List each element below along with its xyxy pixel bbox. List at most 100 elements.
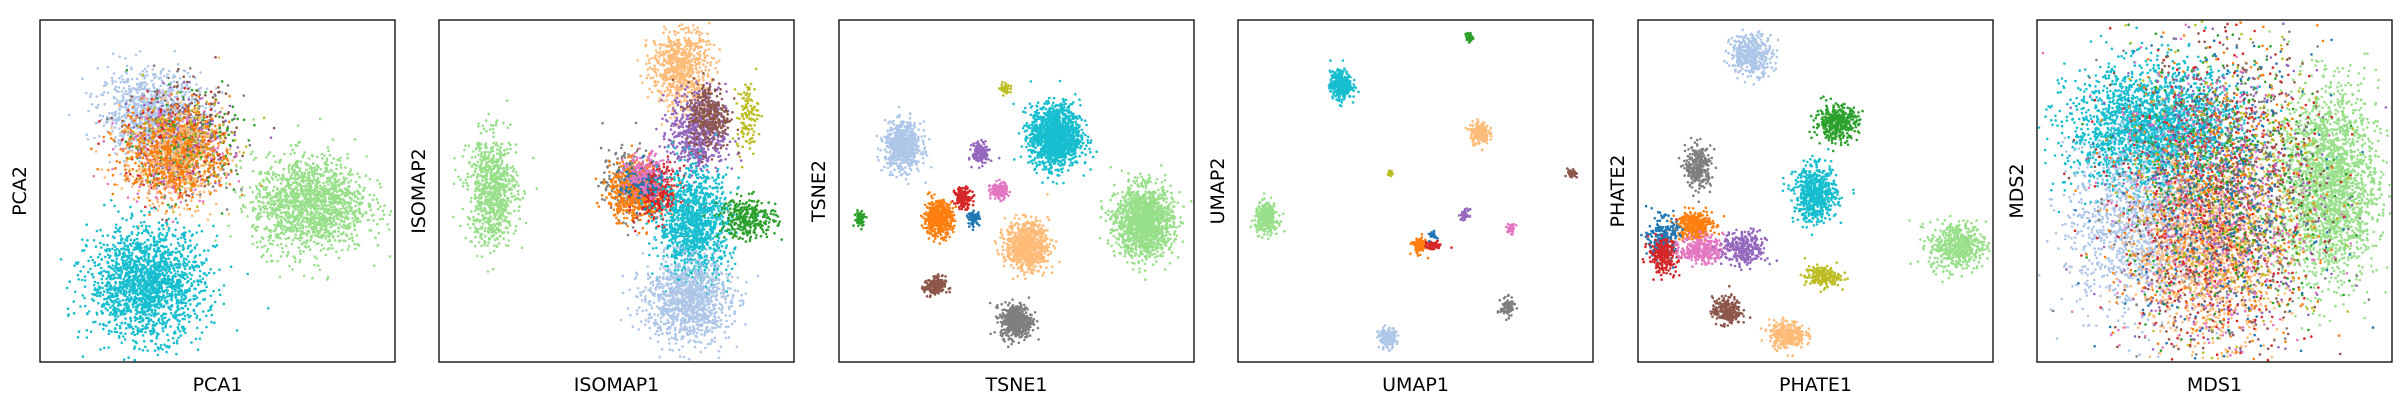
data-point (116, 118, 120, 121)
data-point (306, 210, 310, 214)
data-point (279, 218, 283, 221)
data-point (178, 181, 182, 185)
data-point (196, 205, 199, 208)
data-point (154, 113, 158, 116)
data-point (95, 95, 99, 98)
data-point (208, 115, 212, 118)
data-point (194, 93, 198, 97)
data-point (194, 116, 198, 120)
data-point (166, 142, 169, 145)
data-point (313, 263, 316, 267)
data-point (268, 193, 272, 197)
data-point (138, 167, 141, 171)
data-point (287, 195, 291, 198)
data-point (134, 325, 137, 328)
data-point (183, 129, 186, 132)
data-point (225, 186, 228, 189)
data-point (119, 131, 122, 134)
data-point (190, 165, 194, 168)
data-point (160, 148, 164, 152)
data-point (326, 163, 329, 167)
data-point (131, 145, 134, 148)
data-point (302, 250, 305, 253)
data-point (221, 91, 224, 94)
data-point (376, 222, 379, 226)
data-point (224, 92, 228, 95)
data-point (208, 192, 212, 196)
data-point (178, 150, 181, 153)
data-point (166, 108, 169, 112)
data-point (325, 157, 329, 161)
data-point (316, 234, 319, 238)
data-point (379, 218, 382, 221)
data-point (233, 139, 237, 142)
data-point (306, 171, 310, 174)
data-point (247, 139, 251, 142)
data-point (160, 97, 163, 101)
data-point (310, 217, 314, 221)
data-point (169, 325, 172, 328)
data-point (142, 183, 145, 187)
data-point (332, 224, 335, 227)
data-point (205, 125, 208, 128)
data-point (198, 199, 201, 203)
data-point (155, 284, 158, 287)
data-point (220, 106, 224, 110)
data-point (183, 69, 187, 73)
data-point (106, 309, 109, 312)
data-point (162, 129, 166, 133)
data-point (244, 206, 247, 209)
data-point (348, 170, 352, 174)
data-point (170, 299, 174, 302)
data-point (244, 145, 248, 148)
data-point (322, 221, 326, 225)
data-point (135, 108, 139, 112)
data-point (155, 159, 159, 163)
data-point (234, 190, 237, 194)
data-point (259, 208, 263, 212)
data-point (131, 175, 135, 178)
data-point (209, 157, 213, 160)
data-point (339, 232, 343, 236)
data-point (258, 189, 262, 192)
data-point (191, 195, 194, 199)
data-point (176, 128, 180, 131)
data-point (376, 207, 380, 211)
data-point (168, 83, 171, 86)
data-point (139, 176, 143, 179)
data-point (92, 174, 95, 178)
data-point (274, 233, 278, 236)
data-point (264, 204, 268, 208)
data-point (107, 168, 110, 172)
data-point (121, 149, 125, 153)
data-point (155, 93, 159, 96)
data-point (203, 110, 206, 113)
data-point (143, 77, 146, 80)
data-point (291, 171, 295, 174)
data-point (163, 173, 166, 176)
data-point (162, 180, 166, 183)
data-point (219, 183, 223, 187)
data-point (320, 152, 324, 156)
data-point (186, 129, 189, 132)
data-point (120, 187, 124, 190)
data-point (115, 98, 119, 102)
data-point (173, 50, 177, 53)
data-point (231, 139, 235, 142)
data-point (319, 249, 323, 252)
data-point (178, 76, 182, 80)
data-point (281, 250, 285, 254)
data-point (318, 268, 322, 272)
data-point (276, 260, 280, 263)
data-point (284, 195, 288, 199)
data-point (315, 257, 319, 260)
data-point (279, 182, 283, 185)
data-point (169, 163, 172, 167)
data-point (154, 132, 157, 135)
data-point (100, 168, 103, 171)
data-point (271, 189, 275, 193)
data-point (193, 176, 196, 180)
data-point (111, 167, 114, 171)
data-point (332, 173, 336, 177)
data-point (270, 211, 273, 215)
